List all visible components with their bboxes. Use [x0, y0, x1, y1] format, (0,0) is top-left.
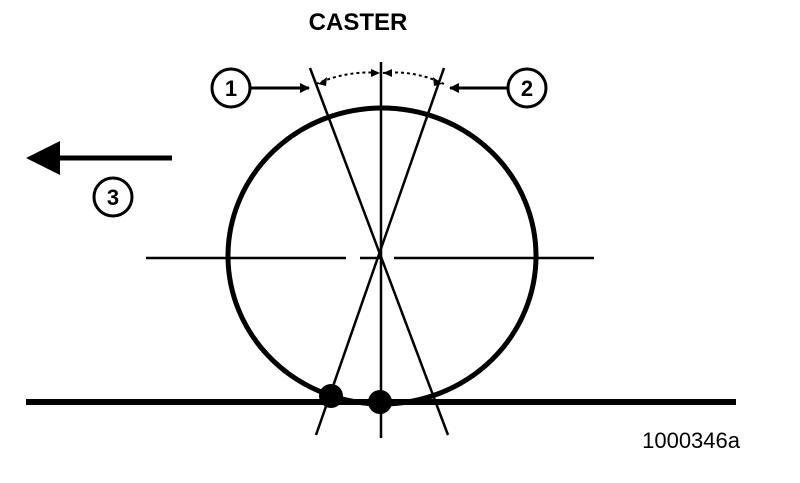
- diagram-title: CASTER: [309, 9, 408, 36]
- contact-point-right: [368, 390, 392, 414]
- callout-1-label: 1: [225, 76, 237, 101]
- callout-3-circle: [92, 176, 134, 218]
- arc-arrowhead-right-b: [433, 77, 442, 86]
- direction-arrow-head: [26, 141, 60, 175]
- callout-2-label: 2: [521, 76, 533, 101]
- callout-3-label: 3: [107, 185, 119, 210]
- caster-angle-arc-right: [382, 71, 445, 85]
- callout-1-circle: [210, 67, 252, 109]
- arc-arrowhead-right-a: [383, 69, 392, 77]
- contact-point-left: [319, 384, 343, 408]
- steering-axis-right: [314, 67, 446, 436]
- callout-2-circle: [506, 67, 548, 109]
- figure-id: 1000346a: [642, 428, 741, 453]
- arc-arrowhead-left-b: [371, 69, 380, 77]
- arc-arrowhead-left-a: [318, 77, 327, 86]
